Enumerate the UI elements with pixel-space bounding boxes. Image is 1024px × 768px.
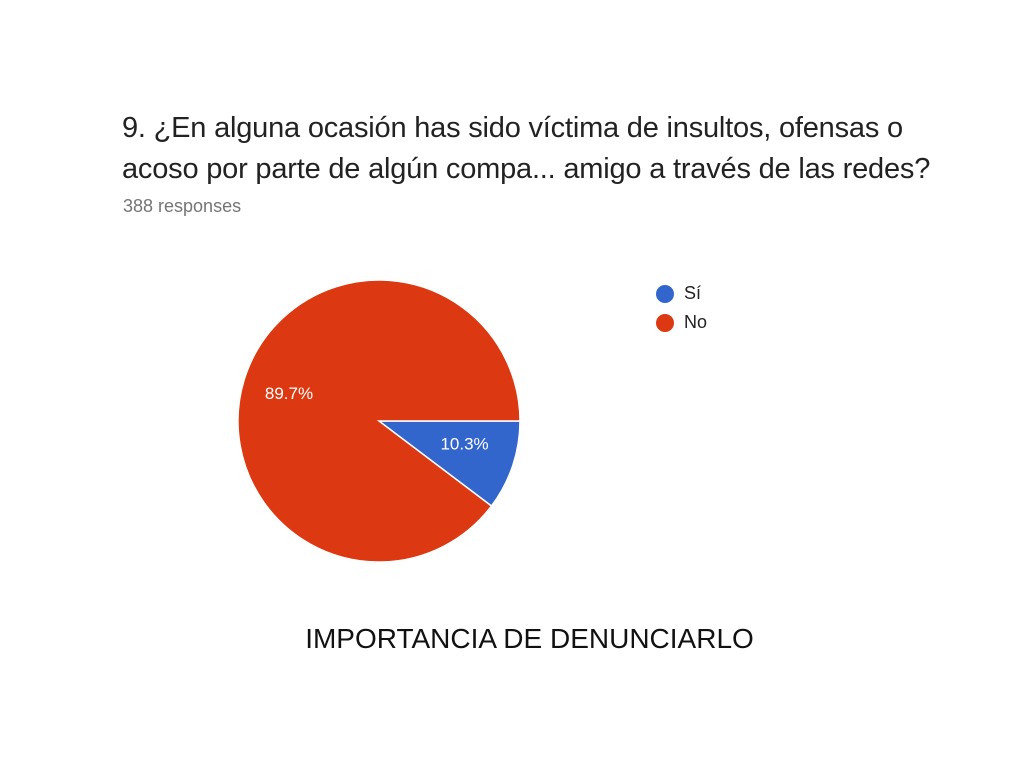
- pie-slice-si[interactable]: [376, 420, 521, 508]
- legend-item-si[interactable]: Sí: [656, 279, 707, 308]
- question-title: 9. ¿En alguna ocasión has sido víctima d…: [122, 112, 931, 185]
- chart-legend: Sí No: [656, 279, 707, 337]
- legend-label-si: Sí: [684, 283, 702, 303]
- legend-label-no: No: [684, 312, 708, 332]
- response-count: 388 responses: [123, 196, 242, 216]
- footer-caption: IMPORTANCIA DE DENUNCIARLO: [305, 623, 754, 654]
- pie-label-si: 10.3%: [440, 435, 488, 454]
- pie-slice-no[interactable]: [237, 279, 521, 563]
- legend-swatch-no: [656, 313, 674, 332]
- legend-swatch-si: [656, 284, 674, 303]
- pie-label-no: 89.7%: [265, 384, 313, 403]
- legend-item-no[interactable]: No: [656, 308, 707, 337]
